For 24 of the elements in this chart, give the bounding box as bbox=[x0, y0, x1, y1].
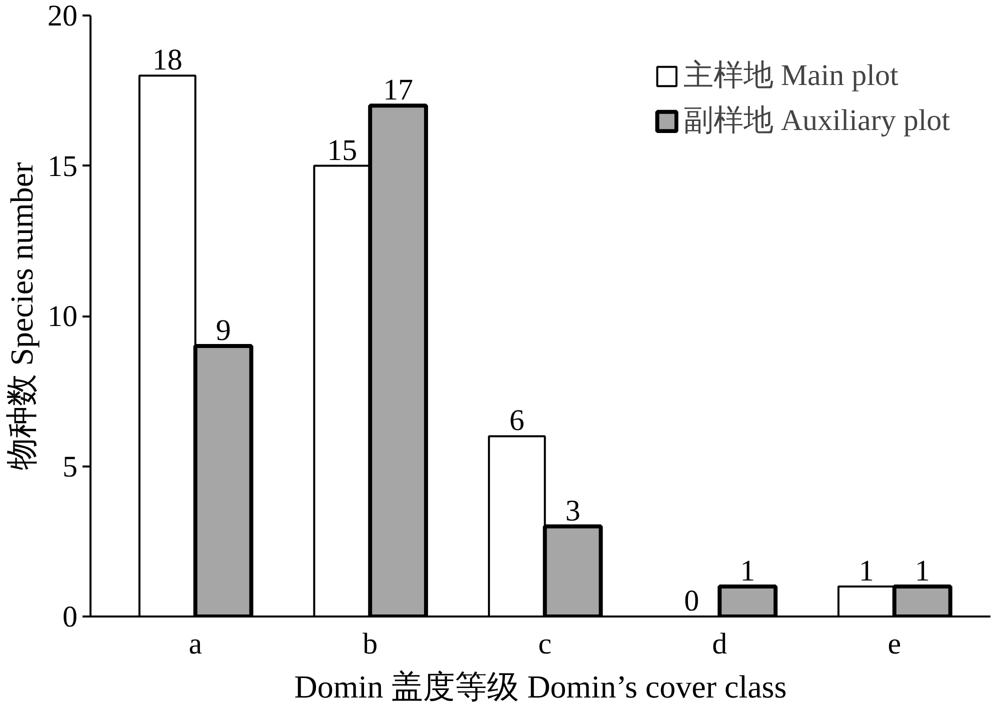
y-tick-label: 10 bbox=[48, 300, 78, 333]
x-tick-label: a bbox=[188, 628, 202, 660]
data-label: 18 bbox=[152, 44, 182, 77]
data-label: 1 bbox=[858, 554, 874, 588]
x-tick-label: d bbox=[712, 628, 728, 660]
x-tick-label: e bbox=[888, 628, 902, 660]
y-tick-label: 20 bbox=[48, 0, 78, 32]
y-tick-label: 0 bbox=[62, 600, 78, 634]
data-label: 3 bbox=[565, 494, 580, 528]
x-axis-title: Domin 盖度等级 Domin’s cover class bbox=[294, 668, 787, 704]
y-axis-title: 物种数 Species number bbox=[4, 162, 40, 470]
data-label: 9 bbox=[216, 314, 231, 348]
y-tick-label: 15 bbox=[48, 150, 78, 183]
data-label: 0 bbox=[684, 584, 700, 618]
legend-label: 副样地 Auxiliary plot bbox=[683, 103, 950, 139]
legend-label: 主样地 Main plot bbox=[683, 58, 898, 94]
y-tick-label: 5 bbox=[62, 450, 78, 484]
data-label: 1 bbox=[740, 554, 756, 588]
data-label: 1 bbox=[914, 554, 930, 588]
data-label: 6 bbox=[509, 404, 524, 438]
x-tick-label: c bbox=[538, 628, 552, 660]
data-label: 17 bbox=[383, 74, 414, 107]
data-label: 15 bbox=[327, 134, 358, 167]
x-tick-label: b bbox=[362, 628, 378, 660]
